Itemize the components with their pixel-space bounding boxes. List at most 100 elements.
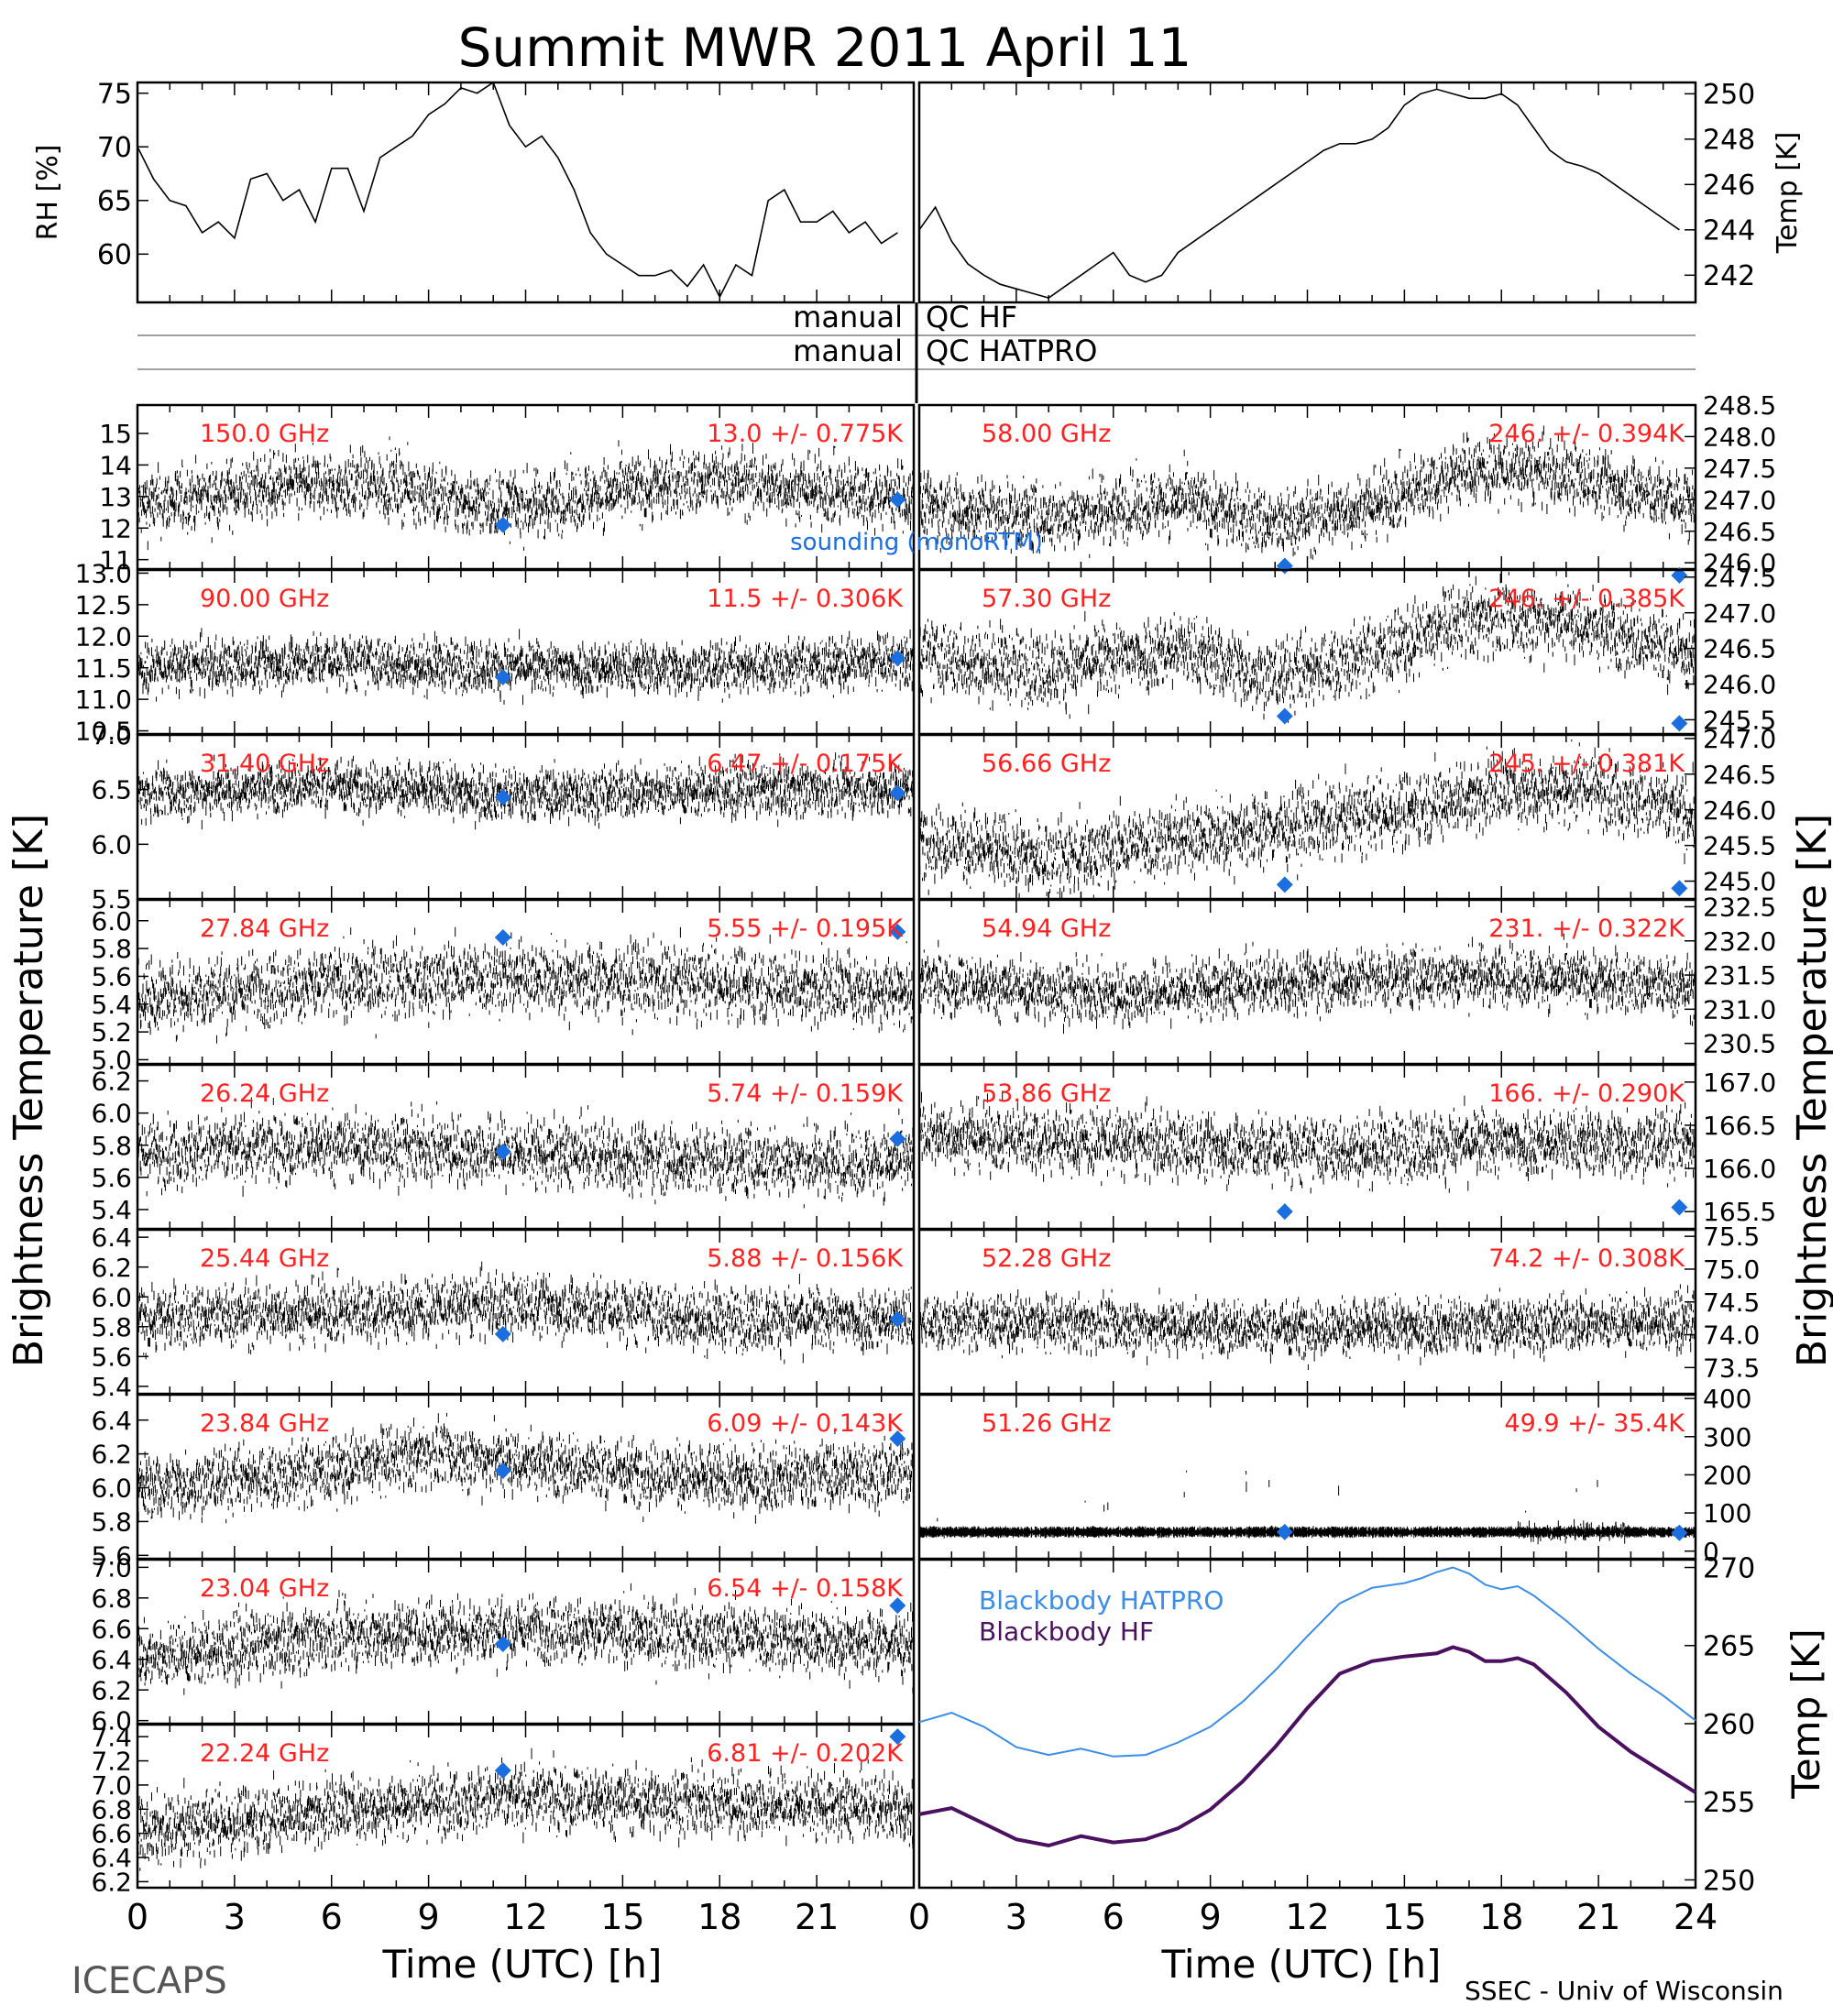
x-tick-label: 24 [1674,1897,1718,1937]
y-tick-label: 166.0 [1703,1154,1776,1184]
y-tick-label: 5.0 [91,1046,132,1076]
y-tick-labels: 10.511.011.512.012.513.0 [75,559,148,747]
x-minor-ticks [137,405,915,569]
sounding-marker [1671,715,1688,732]
y-tick-label: 300 [1703,1422,1751,1452]
y-tick-label: 10.5 [75,717,132,747]
stat-label: 6.47 +/- 0.175K [707,750,904,778]
data-cloud [918,1470,1696,1545]
y-tick-label: 231.0 [1703,994,1776,1024]
y-tick-label: 6.6 [91,1819,132,1849]
x-tick-label: 15 [1382,1897,1426,1937]
y-tick-label: 246.0 [1703,670,1776,700]
y-tick-label: 6.0 [91,1474,132,1504]
stat-label: 13.0 +/- 0.775K [707,420,904,448]
stat-label: 6.09 +/- 0.143K [707,1409,904,1438]
qc-hatpro-manual: manual [793,334,903,368]
y-tick-label: 244 [1703,215,1755,247]
data-points [918,933,1696,1035]
y-tick-labels: 73.574.074.575.075.5 [1685,1222,1760,1383]
y-tick-label: 247.0 [1703,485,1776,515]
sounding-marker [889,1597,906,1615]
x-minor-ticks [918,82,1696,302]
y-tick-label: 5.8 [91,1507,132,1537]
y-tick-label: 75 [97,79,132,111]
y-tick-label: 13 [99,482,132,512]
y-tick-label: 11.5 [75,653,132,684]
y-tick-label: 11.0 [75,685,132,715]
data-points [918,569,1696,723]
y-tick-label: 5.4 [91,1195,132,1225]
stat-label: 166. +/- 0.290K [1488,1079,1685,1108]
x-minor-ticks [137,1230,915,1394]
frequency-label: 27.84 GHz [200,915,329,943]
y-tick-label: 15 [99,419,132,449]
y-tick-label: 7.2 [91,1747,132,1777]
y-tick-label: 232.0 [1703,926,1776,957]
y-tick-label: 6.0 [91,1099,132,1129]
data-points [137,752,915,830]
legend-entry: Blackbody HATPRO [979,1585,1224,1616]
frequency-label: 56.66 GHz [982,750,1111,778]
y-tick-label: 167.0 [1703,1068,1776,1098]
y-tick-label: 200 [1703,1460,1751,1490]
footer-right: SSEC - Univ of Wisconsin [1465,1976,1784,2006]
y-tick-label: 250 [1703,1865,1755,1897]
qc-hf-manual: manual [793,300,903,334]
y-tick-label: 75.5 [1703,1222,1760,1252]
x-minor-ticks [137,570,915,734]
right-xlabel: Time (UTC) [h] [1161,1942,1442,1987]
y-tick-labels: 5.45.65.86.06.2 [91,1067,148,1225]
rh-panel [136,81,916,304]
y-tick-label: 232.5 [1703,893,1776,923]
data-points [918,425,1696,560]
sounding-marker [889,491,906,509]
frequency-label: 25.44 GHz [200,1244,329,1273]
y-tick-label: 245.5 [1703,831,1776,861]
sounding-marker [494,1762,511,1780]
y-tick-label: 11 [99,545,132,575]
frequency-label: 54.94 GHz [982,915,1111,943]
y-tick-label: 14 [99,450,132,480]
data-points [918,740,1696,901]
data-cloud [137,1583,915,1695]
y-tick-label: 75.0 [1703,1255,1760,1285]
x-minor-ticks [137,735,915,899]
stat-label: 246. +/- 0.385K [1488,585,1685,613]
sounding-marker [889,784,906,802]
y-tick-label: 6.5 [91,775,132,805]
x-minor-ticks [918,1560,1696,1888]
y-tick-label: 246 [1703,170,1755,202]
frequency-label: 23.04 GHz [200,1574,329,1603]
y-tick-label: 74.5 [1703,1287,1760,1318]
y-tick-label: 100 [1703,1498,1751,1528]
y-tick-label: 5.5 [91,884,132,915]
data-points [137,1583,915,1695]
y-tick-label: 5.8 [91,1312,132,1342]
sounding-marker [1276,1203,1293,1221]
x-minor-ticks [918,900,1696,1064]
frequency-label: 53.86 GHz [982,1079,1111,1108]
y-tick-labels: 245.0 245.5 246.0 246.5 247.0 [1685,724,1776,897]
sounding-marker [1671,566,1688,584]
qc-strip: manual QC HF manual QC HATPRO [137,300,1696,403]
temp-panel [917,81,1697,304]
sounding-marker [1671,880,1688,897]
sounding-marker [1276,557,1293,575]
y-tick-label: 247.0 [1703,724,1776,754]
y-tick-label: 6.0 [91,829,132,860]
y-tick-label: 250 [1703,79,1755,111]
sounding-marker [1276,1523,1293,1540]
left-ylabel: Brightness Temperature [K] [5,814,52,1367]
x-tick-label: 15 [600,1897,644,1937]
y-tick-label: 6.0 [91,906,132,937]
stat-label: 74.2 +/- 0.308K [1488,1244,1685,1273]
x-minor-ticks [137,1065,915,1229]
y-tick-labels: 5.45.65.86.06.26.4 [91,1222,148,1402]
stat-label: 11.5 +/- 0.306K [707,585,904,613]
y-tick-label: 5.8 [91,1131,132,1161]
y-tick-label: 230.5 [1703,1029,1776,1059]
